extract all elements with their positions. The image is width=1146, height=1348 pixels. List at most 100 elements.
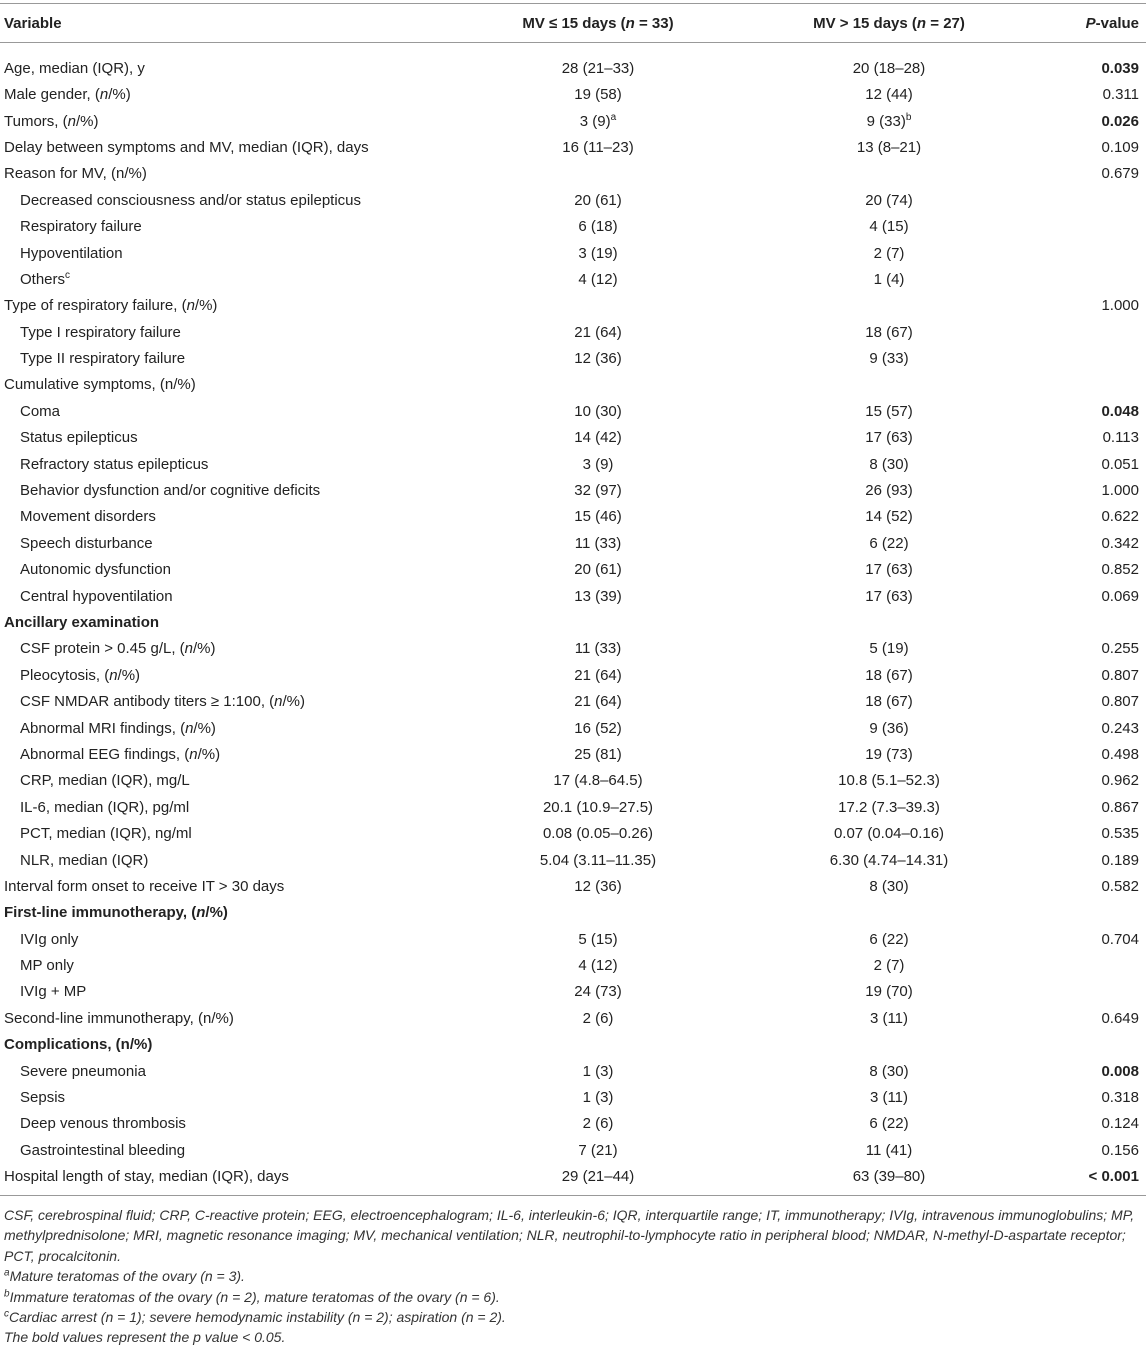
table-row: Movement disorders 15 (46) 14 (52) 0.622 (0, 504, 1146, 530)
text-span: 0.243 (1101, 719, 1139, 737)
text-span: 0.08 (0.05–0.26) (542, 825, 654, 843)
cell: 11 (41) (740, 1137, 1038, 1163)
text-span: 13 (39) (574, 587, 622, 605)
cell: 0.07 (0.04–0.16) (740, 820, 1038, 846)
cell: 0.962 (1038, 768, 1146, 794)
cell: 20 (18–28) (740, 43, 1038, 82)
footnote: The bold values represent the p value < … (4, 1327, 1142, 1347)
text-span: 2 (7) (873, 957, 905, 975)
row-label: Respiratory failure (0, 213, 456, 239)
row-label: Refractory status epilepticus (0, 451, 456, 477)
cell: 0.039 (1038, 43, 1146, 82)
text-span: 2 (7) (873, 244, 905, 262)
text-span: NLR, median (IQR) (20, 851, 149, 869)
text-span: 1.000 (1101, 482, 1139, 500)
text-span: = 27) (926, 14, 965, 32)
table-row: Coma 10 (30) 15 (57) 0.048 (0, 398, 1146, 424)
cell: 3 (9)a (456, 108, 740, 134)
text-span: Others (20, 270, 66, 288)
text-span: 19 (73) (865, 745, 913, 763)
text-span: -value (1095, 14, 1139, 32)
text-span: 11 (33) (574, 640, 622, 658)
table-row: Hospital length of stay, median (IQR), d… (0, 1163, 1146, 1197)
text-span: IL-6, median (IQR), pg/ml (20, 798, 190, 816)
row-label: Hypoventilation (0, 240, 456, 266)
text-span: Interval form onset to receive IT > 30 d… (4, 877, 285, 895)
text-span: Tumors, ( (4, 112, 68, 130)
text-span: b (905, 111, 912, 123)
cell: 19 (73) (740, 741, 1038, 767)
cell: 17 (63) (740, 425, 1038, 451)
cell (740, 372, 1038, 398)
cell: 63 (39–80) (740, 1163, 1038, 1197)
table-row: Pleocytosis, (n/%) 21 (64) 18 (67) 0.807 (0, 662, 1146, 688)
text-span: CSF NMDAR antibody titers ≥ 1:100, ( (20, 693, 275, 711)
text-span: Coma (20, 402, 61, 420)
row-label: IL-6, median (IQR), pg/ml (0, 794, 456, 820)
cell (1038, 1032, 1146, 1058)
row-label: Movement disorders (0, 504, 456, 530)
cell: 0.535 (1038, 820, 1146, 846)
text-span: n (625, 14, 635, 32)
cell (456, 900, 740, 926)
table-row: Reason for MV, (n/%) 0.679 (0, 161, 1146, 187)
cell (1038, 979, 1146, 1005)
text-span: 12 (36) (574, 877, 622, 895)
table-row: IVIg + MP 24 (73) 19 (70) (0, 979, 1146, 1005)
text-span: 9 (33) (866, 112, 906, 130)
text-span: b (4, 1287, 10, 1299)
text-span: n (916, 14, 927, 32)
row-label: Hospital length of stay, median (IQR), d… (0, 1163, 456, 1197)
table-row: Complications, (n/%) (0, 1032, 1146, 1058)
row-label: Severe pneumonia (0, 1058, 456, 1084)
table-row: Autonomic dysfunction 20 (61) 17 (63) 0.852 (0, 557, 1146, 583)
row-label: Tumors, (n/%) (0, 108, 456, 134)
text-span: n (196, 904, 206, 922)
cell: 5 (19) (740, 636, 1038, 662)
text-span: 6.30 (4.74–14.31) (829, 851, 949, 869)
cell: 0.069 (1038, 583, 1146, 609)
row-label: Speech disturbance (0, 530, 456, 556)
cell: 6 (22) (740, 1111, 1038, 1137)
text-span: 63 (39–80) (852, 1167, 926, 1185)
table-row: Status epilepticus 14 (42) 17 (63) 0.113 (0, 425, 1146, 451)
table-row: CRP, median (IQR), mg/L 17 (4.8–64.5) 10.8… (0, 768, 1146, 794)
cell: 0.342 (1038, 530, 1146, 556)
cell: 2 (7) (740, 952, 1038, 978)
text-span: 0.807 (1101, 693, 1139, 711)
table-row: IVIg only 5 (15) 6 (22) 0.704 (0, 926, 1146, 952)
cell: 0.807 (1038, 662, 1146, 688)
cell: 14 (52) (740, 504, 1038, 530)
cell (1038, 213, 1146, 239)
text-span: 19 (58) (574, 86, 622, 104)
table-row: IL-6, median (IQR), pg/ml 20.1 (10.9–27.5… (0, 794, 1146, 820)
cell: 7 (21) (456, 1137, 740, 1163)
cell: 0.255 (1038, 636, 1146, 662)
row-label: Cumulative symptoms, (n/%) (0, 372, 456, 398)
text-span: Variable (4, 14, 62, 32)
cell (740, 609, 1038, 635)
cell: 0.649 (1038, 1005, 1146, 1031)
cell (1038, 187, 1146, 213)
cell: 9 (33) (740, 345, 1038, 371)
cell: 0.679 (1038, 161, 1146, 187)
text-span: 0.582 (1101, 877, 1139, 895)
text-span: 0.026 (1101, 112, 1139, 130)
table-row: First-line immunotherapy, (n/%) (0, 900, 1146, 926)
cell (1038, 609, 1146, 635)
text-span: 18 (67) (865, 666, 913, 684)
row-label: NLR, median (IQR) (0, 847, 456, 873)
text-span: n (67, 112, 76, 130)
cell: 6 (18) (456, 213, 740, 239)
text-span: Autonomic dysfunction (20, 561, 171, 579)
table-row: Delay between symptoms and MV, median (I… (0, 134, 1146, 160)
cell: 17.2 (7.3–39.3) (740, 794, 1038, 820)
data-table: Variable MV ≤ 15 days (n = 33) MV > 15 day… (0, 3, 1146, 1197)
cell: 2 (6) (456, 1005, 740, 1031)
row-label: Coma (0, 398, 456, 424)
text-span: 3 (9) (579, 112, 611, 130)
table-row: Age, median (IQR), y 28 (21–33) 20 (18–28)… (0, 43, 1146, 82)
text-span: 6 (22) (869, 930, 909, 948)
text-span: 3 (11) (869, 1009, 909, 1027)
